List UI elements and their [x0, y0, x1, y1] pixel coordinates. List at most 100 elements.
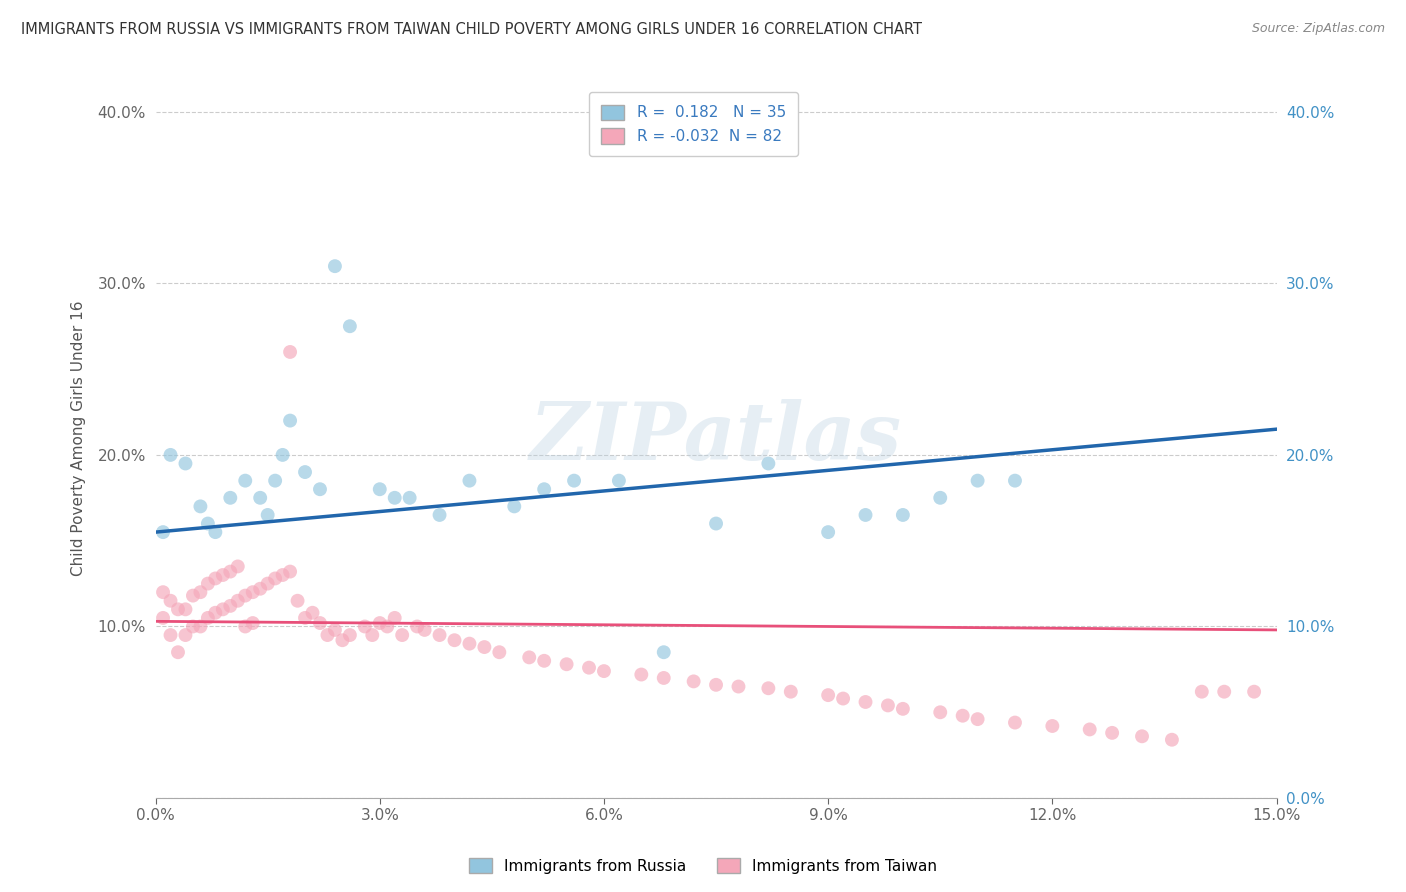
Point [256, 576, 278, 591]
Point [406, 619, 429, 633]
Point [779, 684, 801, 698]
Point [361, 628, 384, 642]
Point [323, 259, 346, 273]
Point [474, 640, 496, 654]
Point [533, 654, 555, 668]
Point [159, 628, 181, 642]
Point [578, 661, 600, 675]
Point [219, 491, 242, 505]
Point [488, 645, 510, 659]
Point [190, 619, 212, 633]
Point [174, 602, 197, 616]
Point [1040, 719, 1063, 733]
Point [190, 500, 212, 514]
Point [309, 615, 332, 630]
Point [181, 619, 204, 633]
Point [181, 589, 204, 603]
Point [174, 628, 197, 642]
Point [458, 474, 481, 488]
Point [204, 571, 226, 585]
Point [630, 667, 652, 681]
Point [966, 474, 988, 488]
Point [517, 650, 540, 665]
Point [1004, 474, 1026, 488]
Point [301, 606, 323, 620]
Point [287, 593, 309, 607]
Point [226, 593, 249, 607]
Point [294, 465, 316, 479]
Point [197, 516, 219, 531]
Point [233, 589, 256, 603]
Point [1130, 729, 1153, 743]
Point [323, 623, 346, 637]
Point [242, 585, 264, 599]
Point [391, 628, 413, 642]
Point [242, 615, 264, 630]
Point [384, 611, 406, 625]
Point [891, 508, 914, 522]
Point [174, 457, 197, 471]
Point [204, 525, 226, 540]
Point [727, 680, 749, 694]
Point [233, 474, 256, 488]
Point [952, 708, 974, 723]
Point [249, 582, 271, 596]
Point [368, 482, 391, 496]
Point [817, 688, 839, 702]
Point [607, 474, 630, 488]
Point [197, 576, 219, 591]
Point [264, 474, 287, 488]
Point [278, 565, 301, 579]
Point [204, 606, 226, 620]
Point [458, 637, 481, 651]
Text: ZIPatlas: ZIPatlas [530, 399, 903, 476]
Point [233, 619, 256, 633]
Point [1243, 684, 1265, 698]
Point [652, 645, 675, 659]
Point [332, 633, 354, 648]
Point [704, 516, 727, 531]
Point [704, 678, 727, 692]
Point [652, 671, 675, 685]
Point [756, 457, 779, 471]
Text: IMMIGRANTS FROM RUSSIA VS IMMIGRANTS FROM TAIWAN CHILD POVERTY AMONG GIRLS UNDER: IMMIGRANTS FROM RUSSIA VS IMMIGRANTS FRO… [21, 22, 922, 37]
Point [929, 706, 952, 720]
Point [966, 712, 988, 726]
Point [1191, 684, 1213, 698]
Point [562, 474, 585, 488]
Point [219, 565, 242, 579]
Point [855, 508, 877, 522]
Point [339, 319, 361, 334]
Text: Source: ZipAtlas.com: Source: ZipAtlas.com [1251, 22, 1385, 36]
Point [682, 674, 704, 689]
Point [309, 482, 332, 496]
Point [877, 698, 900, 713]
Point [429, 508, 451, 522]
Point [855, 695, 877, 709]
Point [226, 559, 249, 574]
Y-axis label: Child Poverty Among Girls Under 16: Child Poverty Among Girls Under 16 [72, 300, 86, 575]
Point [929, 491, 952, 505]
Point [891, 702, 914, 716]
Point [756, 681, 779, 696]
Point [256, 508, 278, 522]
Point [1004, 715, 1026, 730]
Point [375, 619, 398, 633]
Point [368, 615, 391, 630]
Point [219, 599, 242, 613]
Point [159, 448, 181, 462]
Point [429, 628, 451, 642]
Legend: R =  0.182   N = 35, R = -0.032  N = 82: R = 0.182 N = 35, R = -0.032 N = 82 [589, 92, 799, 156]
Point [384, 491, 406, 505]
Point [278, 414, 301, 428]
Point [533, 482, 555, 496]
Point [413, 623, 436, 637]
Point [211, 568, 233, 582]
Point [197, 611, 219, 625]
Point [190, 585, 212, 599]
Point [353, 619, 375, 633]
Point [152, 611, 174, 625]
Point [555, 657, 578, 672]
Point [167, 602, 190, 616]
Point [152, 525, 174, 540]
